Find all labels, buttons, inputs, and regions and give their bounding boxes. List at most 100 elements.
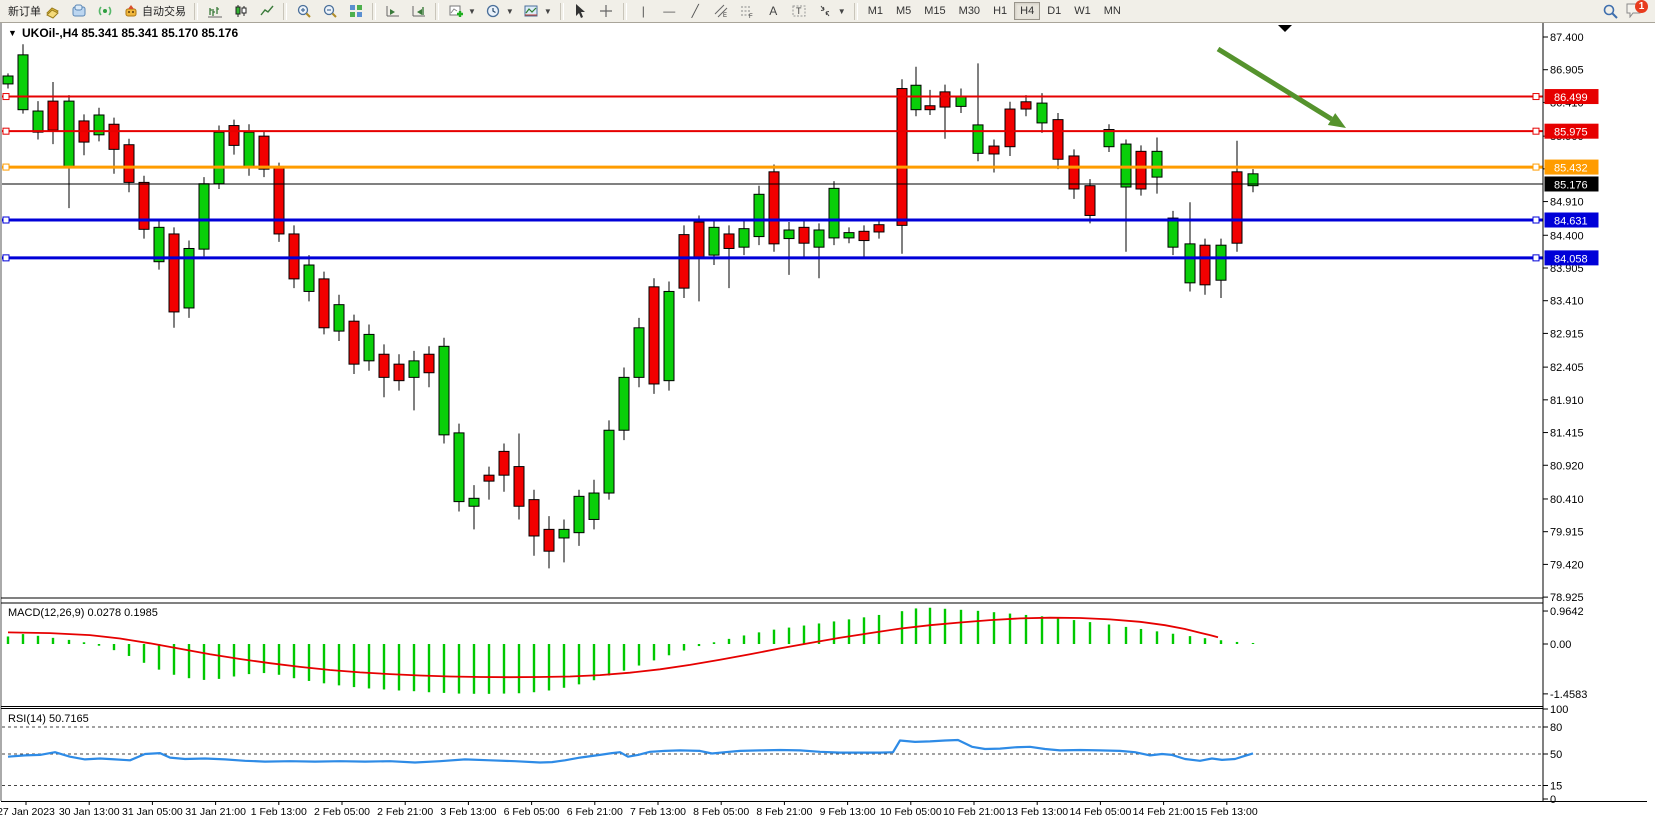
candles bbox=[2, 44, 1259, 569]
svg-text:RSI(14) 50.7165: RSI(14) 50.7165 bbox=[8, 713, 89, 725]
chevron-down-icon: ▼ bbox=[468, 6, 476, 16]
svg-text:15 Feb 13:00: 15 Feb 13:00 bbox=[1196, 806, 1258, 818]
bar-chart-button[interactable] bbox=[202, 1, 227, 21]
fibonacci-button[interactable]: F bbox=[735, 1, 760, 21]
candle bbox=[768, 171, 780, 245]
signals-button[interactable] bbox=[92, 1, 117, 21]
line-handle bbox=[1532, 254, 1540, 262]
svg-text:8 Feb 21:00: 8 Feb 21:00 bbox=[756, 806, 812, 818]
price-chart[interactable]: ▼ UKOil-,H4 85.341 85.341 85.170 85.176 MA… bbox=[0, 23, 1655, 825]
line-handle bbox=[2, 127, 10, 135]
candle bbox=[93, 114, 105, 136]
timeframe-m30-button[interactable]: M30 bbox=[953, 2, 986, 20]
svg-text:7 Feb 13:00: 7 Feb 13:00 bbox=[630, 806, 686, 818]
candlestick-chart-button[interactable] bbox=[228, 1, 253, 21]
arrows-button[interactable]: ▼ bbox=[813, 1, 850, 21]
timeframe-m1-button[interactable]: M1 bbox=[862, 2, 889, 20]
candle bbox=[858, 230, 870, 242]
candle bbox=[498, 450, 510, 476]
timeframe-m5-button[interactable]: M5 bbox=[890, 2, 917, 20]
svg-text:85.975: 85.975 bbox=[1554, 127, 1588, 139]
text-button[interactable]: A bbox=[761, 1, 786, 21]
candle bbox=[528, 499, 540, 537]
time-axis[interactable]: 27 Jan 2023 30 Jan 13:00 31 Jan 05:00 31 Ja… bbox=[0, 802, 1258, 818]
candle bbox=[1084, 185, 1096, 216]
candle bbox=[1068, 155, 1080, 190]
candle bbox=[588, 492, 600, 520]
candle bbox=[798, 226, 810, 244]
trendline-button[interactable]: ╱ bbox=[683, 1, 708, 21]
svg-text:0.9642: 0.9642 bbox=[1550, 606, 1584, 618]
svg-text:87.400: 87.400 bbox=[1550, 32, 1584, 44]
zoom-out-button[interactable] bbox=[317, 1, 342, 21]
timeframe-mn-button[interactable]: MN bbox=[1098, 2, 1127, 20]
timeframe-h4-button[interactable]: H4 bbox=[1014, 2, 1041, 20]
line-handle bbox=[1532, 93, 1540, 101]
separator bbox=[853, 2, 858, 20]
svg-text:80.920: 80.920 bbox=[1550, 460, 1584, 472]
zoom-in-icon bbox=[295, 3, 312, 20]
cursor-button[interactable] bbox=[568, 1, 593, 21]
candle bbox=[243, 131, 255, 168]
level-lines[interactable] bbox=[2, 93, 1543, 262]
candle bbox=[543, 528, 555, 552]
candle bbox=[378, 353, 390, 378]
history-center-button[interactable] bbox=[66, 1, 91, 21]
svg-text:14 Feb 05:00: 14 Feb 05:00 bbox=[1069, 806, 1131, 818]
candle bbox=[168, 233, 180, 313]
timeframe-w1-button[interactable]: W1 bbox=[1068, 2, 1097, 20]
search-icon[interactable] bbox=[1602, 3, 1619, 20]
vertical-line-button[interactable]: | bbox=[631, 1, 656, 21]
horizontal-line-button[interactable]: — bbox=[657, 1, 682, 21]
chat-button[interactable]: 1 bbox=[1625, 0, 1648, 20]
periods-clock-button[interactable]: ▼ bbox=[481, 1, 518, 21]
shift-chart-end-button[interactable] bbox=[380, 1, 405, 21]
svg-text:27 Jan 2023: 27 Jan 2023 bbox=[0, 806, 55, 818]
price-axis[interactable]: 87.40086.90586.41085.90085.40584.91084.4… bbox=[1543, 32, 1599, 806]
candle bbox=[783, 229, 795, 240]
timeframe-m15-button[interactable]: M15 bbox=[918, 2, 951, 20]
timeframe-bar: M1 M5 M15 M30 H1 H4 D1 W1 MN bbox=[862, 2, 1127, 20]
timeframe-h1-button[interactable]: H1 bbox=[987, 2, 1013, 20]
candle bbox=[393, 363, 405, 382]
templates-button[interactable]: ▼ bbox=[519, 1, 556, 21]
tile-windows-button[interactable] bbox=[343, 1, 368, 21]
timeframe-d1-button[interactable]: D1 bbox=[1041, 2, 1067, 20]
macd-signal-line bbox=[7, 616, 1219, 679]
candle bbox=[1167, 217, 1179, 248]
line-handle bbox=[1532, 216, 1540, 224]
candle bbox=[348, 320, 360, 365]
candle bbox=[63, 100, 75, 168]
candle bbox=[1120, 143, 1132, 188]
auto-scroll-button[interactable] bbox=[406, 1, 431, 21]
crosshair-button[interactable] bbox=[594, 1, 619, 21]
auto-scroll-icon bbox=[410, 3, 427, 20]
text-label-button[interactable]: T bbox=[787, 1, 812, 21]
horizontal-line-icon: — bbox=[663, 4, 676, 18]
price-badge: 86.499 bbox=[1544, 89, 1599, 105]
svg-text:79.420: 79.420 bbox=[1550, 559, 1584, 571]
line-handle bbox=[2, 216, 10, 224]
equidistant-channel-button[interactable]: E bbox=[709, 1, 734, 21]
candle bbox=[303, 264, 315, 292]
zoom-out-icon bbox=[321, 3, 338, 20]
svg-text:31 Jan 21:00: 31 Jan 21:00 bbox=[185, 806, 246, 818]
separator bbox=[194, 2, 198, 20]
svg-text:100: 100 bbox=[1550, 704, 1568, 716]
annotation-arrow[interactable] bbox=[1216, 46, 1346, 128]
svg-text:80.410: 80.410 bbox=[1550, 494, 1584, 506]
new-order-button[interactable]: 新订单 bbox=[4, 1, 65, 21]
chart-window: ▼ UKOil-,H4 85.341 85.341 85.170 85.176 MA… bbox=[0, 23, 1655, 825]
arrows-icon bbox=[817, 3, 834, 20]
candle bbox=[1247, 173, 1259, 187]
svg-text:81.910: 81.910 bbox=[1550, 395, 1584, 407]
autotrade-button[interactable]: 自动交易 bbox=[118, 1, 190, 21]
candle bbox=[123, 144, 135, 183]
zoom-in-button[interactable] bbox=[291, 1, 316, 21]
chart-title: ▼ UKOil-,H4 85.341 85.341 85.170 85.176 bbox=[8, 26, 238, 40]
separator bbox=[622, 2, 627, 20]
candle bbox=[513, 466, 525, 507]
add-indicator-button[interactable]: ▼ bbox=[443, 1, 480, 21]
svg-text:83.410: 83.410 bbox=[1550, 296, 1584, 308]
line-chart-button[interactable] bbox=[254, 1, 279, 21]
